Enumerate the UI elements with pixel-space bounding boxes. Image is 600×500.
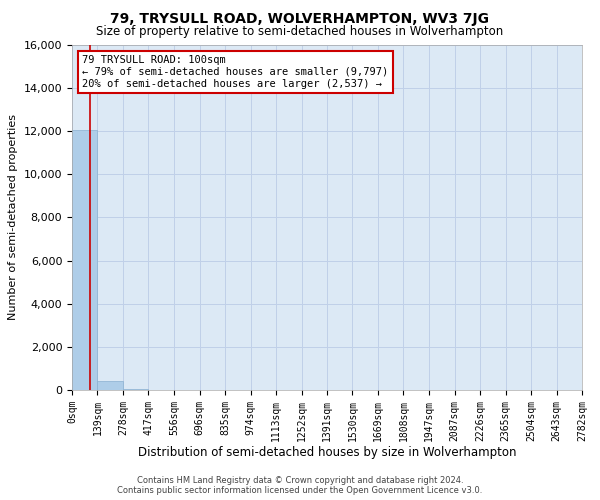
Text: 79 TRYSULL ROAD: 100sqm
← 79% of semi-detached houses are smaller (9,797)
20% of: 79 TRYSULL ROAD: 100sqm ← 79% of semi-de… xyxy=(82,56,388,88)
Bar xyxy=(97,381,123,390)
Text: Contains HM Land Registry data © Crown copyright and database right 2024.
Contai: Contains HM Land Registry data © Crown c… xyxy=(118,476,482,495)
Text: Size of property relative to semi-detached houses in Wolverhampton: Size of property relative to semi-detach… xyxy=(97,25,503,38)
Y-axis label: Number of semi-detached properties: Number of semi-detached properties xyxy=(8,114,18,320)
Text: 79, TRYSULL ROAD, WOLVERHAMPTON, WV3 7JG: 79, TRYSULL ROAD, WOLVERHAMPTON, WV3 7JG xyxy=(110,12,490,26)
Bar xyxy=(72,130,97,390)
X-axis label: Distribution of semi-detached houses by size in Wolverhampton: Distribution of semi-detached houses by … xyxy=(138,446,516,460)
